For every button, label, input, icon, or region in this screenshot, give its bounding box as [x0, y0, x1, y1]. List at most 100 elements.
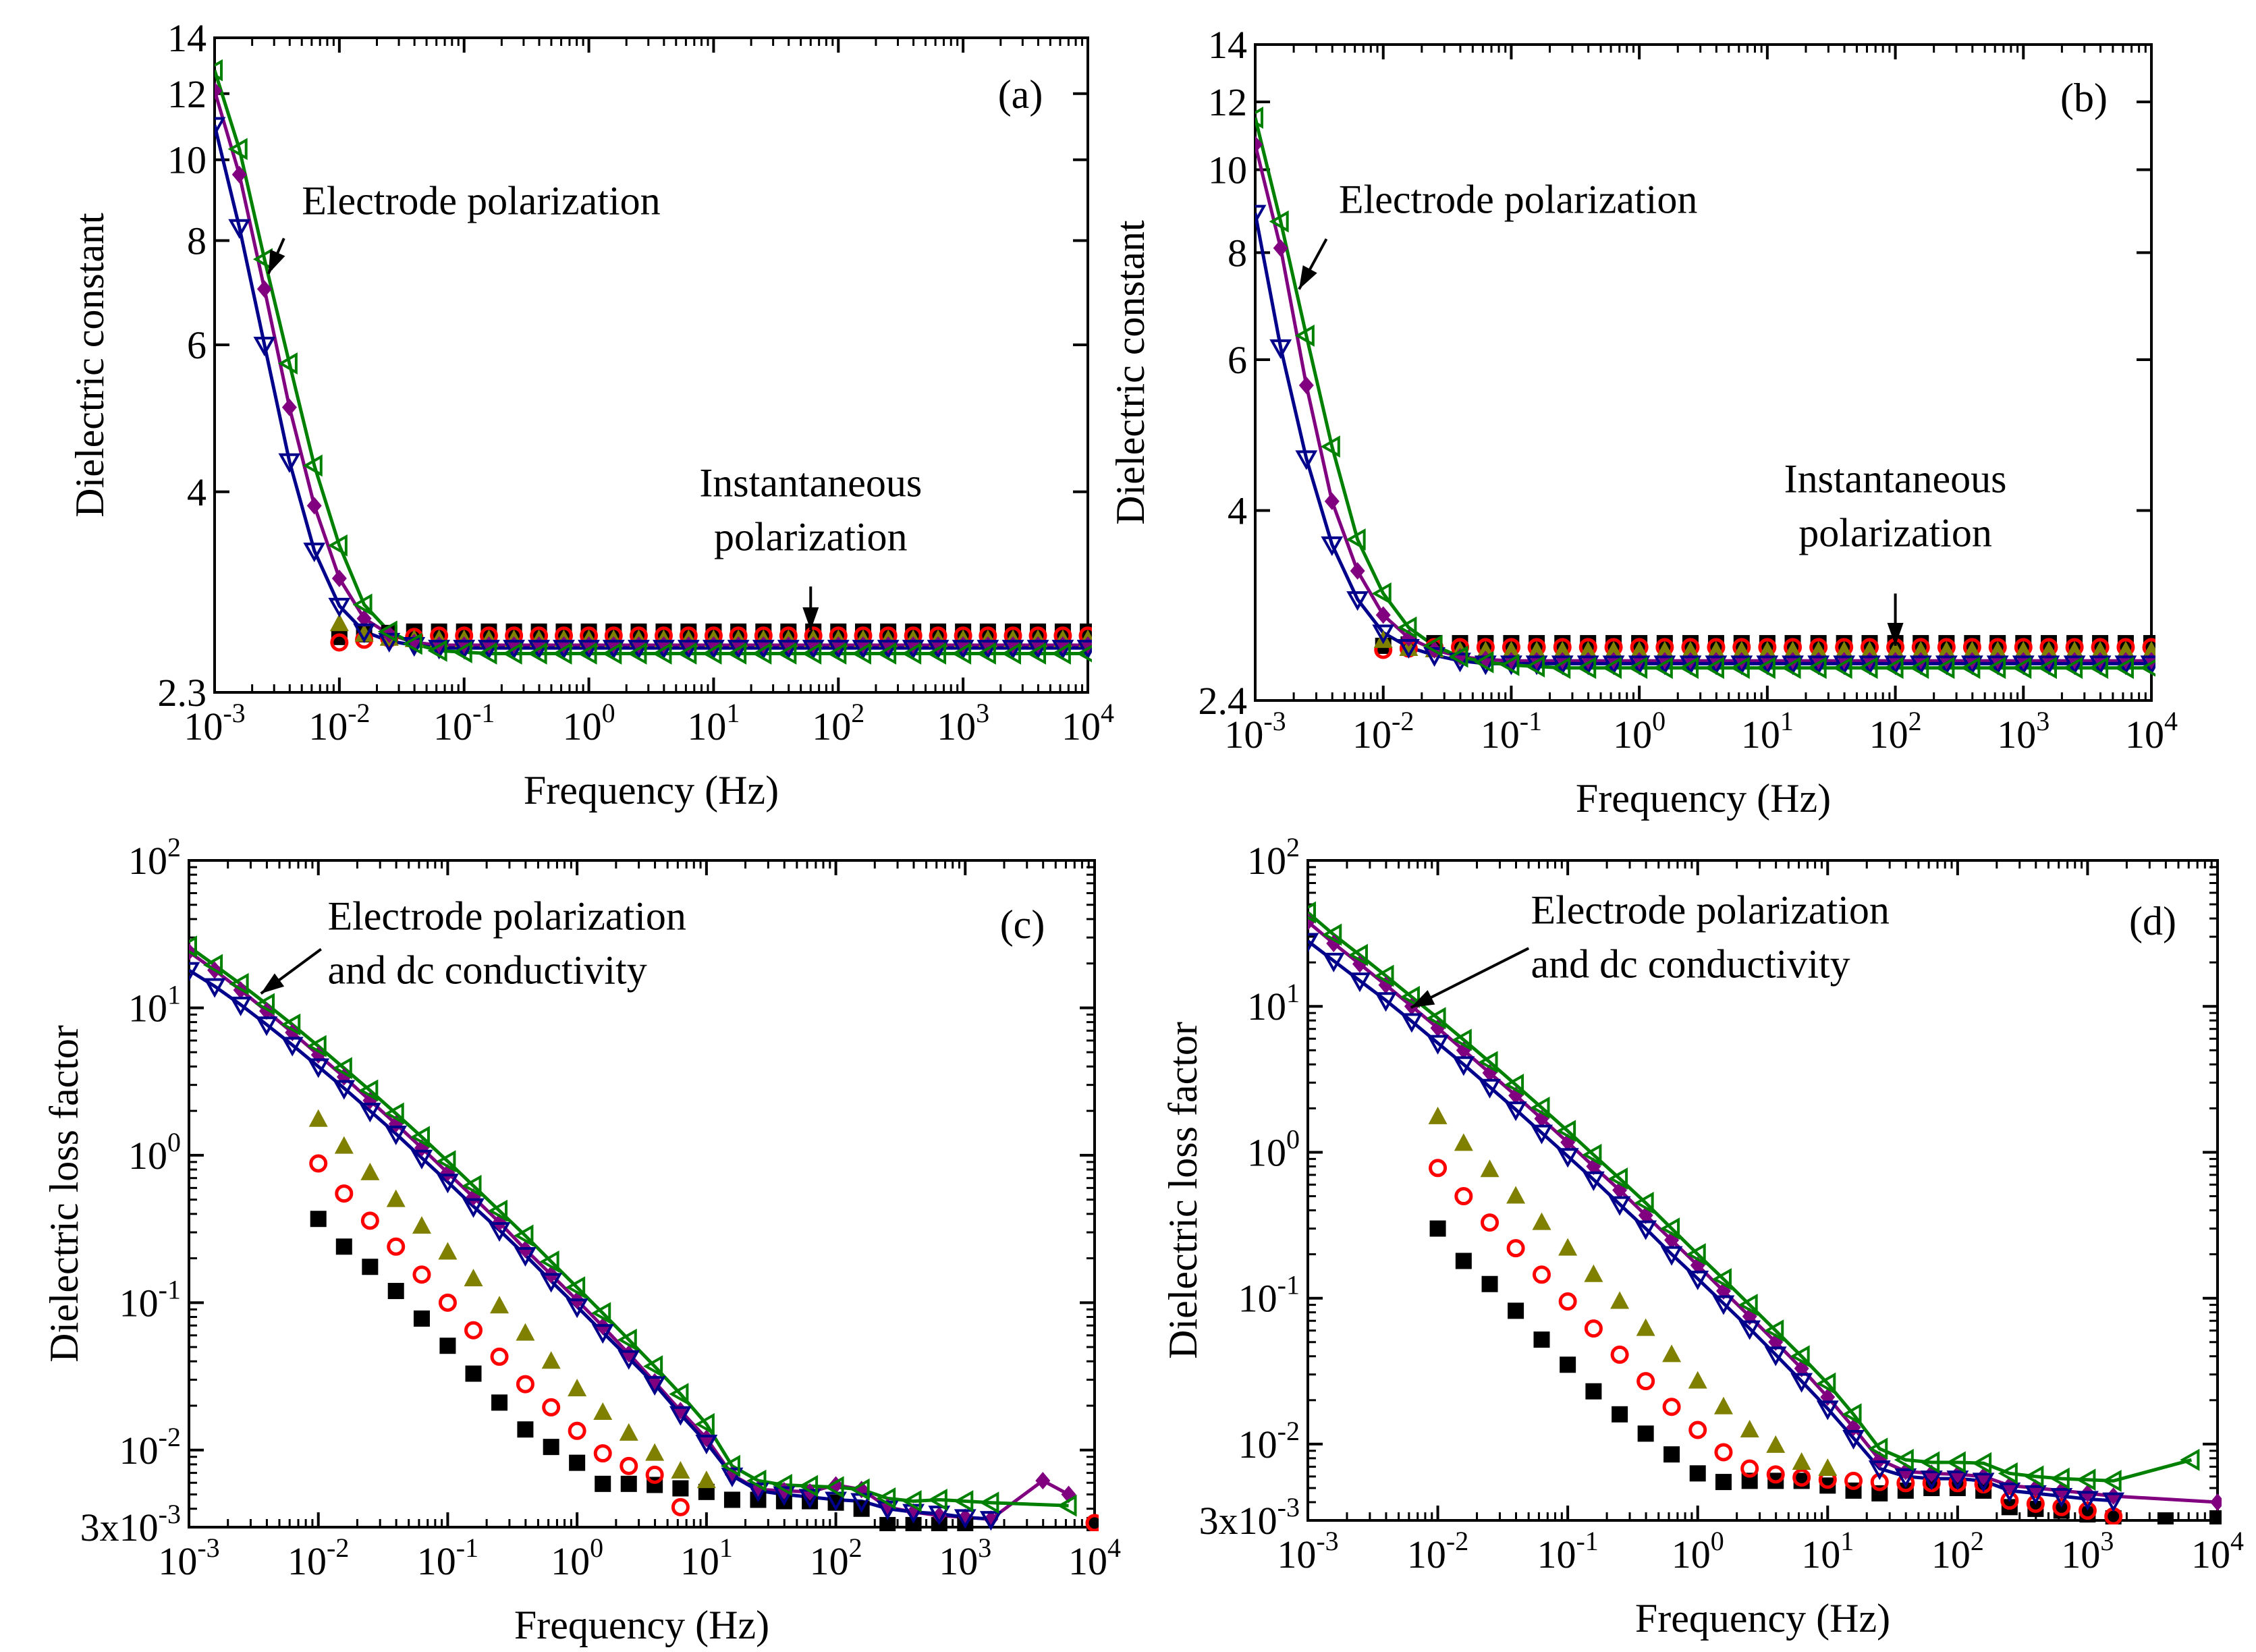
data-point — [1533, 1331, 1550, 1348]
data-point — [1610, 1345, 1629, 1364]
data-point — [652, 642, 672, 665]
data-point — [412, 1265, 431, 1284]
data-point — [1481, 1275, 1498, 1292]
data-point — [824, 1476, 844, 1499]
data-point — [1454, 1187, 1473, 1206]
data-point — [1972, 1452, 1992, 1475]
annotation-text: Electrode polarization — [327, 893, 686, 938]
data-point — [410, 1126, 430, 1149]
data-point — [798, 1475, 819, 1497]
data-point — [332, 1057, 352, 1080]
data-point — [746, 1469, 767, 1492]
data-point — [1474, 651, 1494, 673]
data-point — [516, 1375, 534, 1394]
data-point — [358, 1079, 379, 1102]
x-tick-label: 100 — [563, 698, 615, 748]
data-point — [1504, 1101, 1527, 1122]
fit-line — [189, 968, 991, 1521]
data-point — [2037, 657, 2057, 680]
data-point — [437, 1174, 459, 1194]
data-point — [1506, 1186, 1526, 1204]
data-point — [203, 978, 226, 998]
data-point — [539, 1250, 559, 1273]
annotation-arrowhead — [802, 607, 819, 630]
data-point — [1051, 640, 1074, 660]
data-point — [617, 1328, 637, 1351]
data-point — [2210, 1493, 2222, 1511]
data-point — [1051, 642, 1071, 665]
data-point — [593, 1402, 613, 1421]
x-tick-label: 10-1 — [417, 1533, 478, 1583]
data-point — [1602, 657, 1622, 680]
data-point — [540, 1273, 563, 1293]
data-point — [568, 1421, 586, 1440]
data-point — [879, 1516, 896, 1531]
x-tick-label: 104 — [2125, 706, 2178, 756]
data-point — [1790, 1345, 1810, 1368]
fit-line — [1308, 911, 2193, 1483]
data-point — [462, 1174, 482, 1197]
data-point — [1738, 1294, 1758, 1317]
data-point — [514, 1224, 534, 1247]
data-point — [1558, 1292, 1577, 1311]
data-point — [1085, 1514, 1099, 1531]
data-point — [1584, 1319, 1603, 1338]
annotation-text: Electrode polarization — [1339, 177, 1697, 222]
annotation-text: and dc conductivity — [1531, 941, 1850, 986]
x-tick-label: 101 — [687, 698, 740, 748]
data-point — [352, 593, 373, 616]
data-point — [593, 1444, 612, 1463]
data-point — [1732, 640, 1751, 659]
data-point — [1375, 606, 1391, 624]
y-tick-label: 100 — [1247, 1124, 1300, 1174]
data-point — [627, 642, 647, 665]
data-point — [552, 642, 572, 665]
data-point — [1711, 1268, 1732, 1290]
data-point — [1525, 655, 1545, 678]
data-point — [1636, 1318, 1655, 1336]
data-point — [1920, 1451, 1940, 1474]
data-point — [1350, 562, 1365, 580]
data-point — [386, 1189, 406, 1207]
data-point — [385, 1125, 408, 1146]
data-point — [1397, 616, 1417, 639]
data-point — [1608, 1167, 1628, 1190]
data-point — [1255, 204, 1267, 225]
data-point — [1783, 640, 1803, 659]
data-point — [1628, 657, 1648, 680]
data-point — [1920, 1470, 1943, 1491]
data-point — [1057, 1494, 1077, 1517]
x-tick-label: 10-3 — [1277, 1526, 1338, 1576]
annotation-text: Electrode polarization — [1531, 887, 1889, 932]
data-point — [327, 534, 348, 557]
data-point — [1531, 1124, 1553, 1145]
y-tick-label: 10-1 — [119, 1274, 181, 1325]
data-point — [1530, 1097, 1550, 1119]
data-point — [1688, 1371, 1707, 1389]
data-point — [850, 1478, 870, 1501]
data-point — [1428, 1106, 1448, 1124]
data-point — [2089, 657, 2109, 680]
data-point — [189, 962, 200, 982]
data-point — [306, 1035, 327, 1057]
data-point — [902, 1490, 922, 1512]
data-point — [1504, 1074, 1524, 1096]
data-point — [231, 165, 247, 184]
y-tick-label: 2.4 — [1199, 679, 1248, 723]
data-point — [777, 642, 797, 665]
data-point — [439, 1338, 456, 1354]
data-point — [752, 642, 772, 665]
data-point — [1506, 1239, 1525, 1258]
y-axis-title: Dielectric loss factor — [1161, 1022, 1205, 1359]
data-point — [1816, 1372, 1836, 1395]
data-point — [877, 640, 900, 660]
x-tick-label: 10-2 — [287, 1533, 349, 1583]
data-point — [1809, 640, 1828, 659]
y-tick-label: 8 — [1228, 231, 1247, 275]
data-point — [1986, 657, 2006, 680]
data-point — [1764, 1346, 1787, 1367]
data-point — [387, 1283, 404, 1300]
data-point — [412, 1216, 431, 1234]
data-point — [1832, 657, 1852, 680]
data-point — [1582, 1143, 1602, 1166]
